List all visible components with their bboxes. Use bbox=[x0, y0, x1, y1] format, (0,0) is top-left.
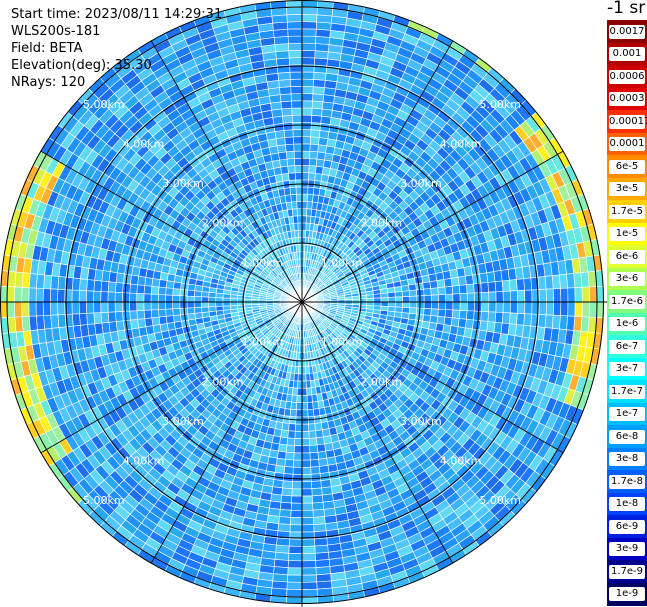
azimuth-spoke bbox=[40, 301, 303, 454]
colorbar-label: 3e-9 bbox=[609, 542, 645, 556]
colorbar-cell: 6e-7 bbox=[607, 335, 647, 358]
range-label: 1.00km bbox=[242, 336, 284, 349]
colorbar-cell: 0.0003 bbox=[607, 87, 647, 111]
colorbar-label: 0.0001 bbox=[609, 137, 645, 151]
range-label: 2.00km bbox=[361, 217, 403, 230]
colorbar-label: 0.0006 bbox=[609, 69, 645, 84]
colorbar-cell: 1.7e-9 bbox=[607, 560, 647, 583]
colorbar-cell: 1.7e-5 bbox=[607, 200, 647, 223]
colorbar-label: 1e-8 bbox=[609, 497, 645, 511]
colorbar-cell: 0.0006 bbox=[607, 65, 647, 88]
colorbar-unit: -1 sr bbox=[607, 0, 646, 18]
colorbar-cell: 0.0017 bbox=[607, 20, 647, 43]
azimuth-spoke bbox=[40, 150, 303, 303]
range-label: 3.00km bbox=[400, 415, 442, 428]
colorbar-cell: 1e-6 bbox=[607, 312, 647, 336]
colorbar-cell: 1e-7 bbox=[607, 402, 647, 426]
colorbar-cell: 1.7e-7 bbox=[607, 380, 647, 403]
range-label: 5.00km bbox=[479, 98, 521, 111]
device-name: WLS200s-181 bbox=[11, 24, 101, 39]
range-ring bbox=[65, 65, 539, 539]
colorbar-cell: 6e-6 bbox=[607, 245, 647, 268]
range-label: 5.00km bbox=[479, 494, 521, 507]
range-label: 4.00km bbox=[123, 455, 165, 468]
range-label: 4.00km bbox=[440, 138, 482, 151]
azimuth-spoke bbox=[301, 301, 454, 564]
range-label: 1.00km bbox=[321, 336, 363, 349]
range-label: 2.00km bbox=[202, 217, 244, 230]
colorbar-cell: 1e-5 bbox=[607, 222, 647, 246]
range-label: 1.00km bbox=[242, 256, 284, 269]
field-name: Field: BETA bbox=[11, 41, 83, 56]
colorbar-cell: 3e-9 bbox=[607, 537, 647, 561]
colorbar-label: 3e-5 bbox=[609, 182, 645, 196]
colorbar: 0.0017 0.001 0.0006 0.0003 0.00017 0.0001 6e-5… bbox=[607, 20, 647, 606]
colorbar-label: 0.0017 bbox=[609, 24, 645, 39]
colorbar-label: 1e-7 bbox=[609, 407, 645, 421]
azimuth-spoke bbox=[301, 40, 454, 303]
colorbar-cell: 6e-5 bbox=[607, 155, 647, 178]
colorbar-label: 0.00017 bbox=[609, 114, 647, 129]
azimuth-spoke bbox=[301, 150, 564, 303]
colorbar-cell: 3e-6 bbox=[607, 267, 647, 291]
start-time: Start time: 2023/08/11 14:29:31 bbox=[11, 7, 223, 22]
range-label: 2.00km bbox=[361, 375, 403, 388]
colorbar-cell: 0.001 bbox=[607, 42, 647, 66]
range-label: 1.00km bbox=[321, 256, 363, 269]
azimuth-spoke bbox=[150, 40, 303, 303]
range-label: 2.00km bbox=[202, 375, 244, 388]
colorbar-label: 0.0003 bbox=[609, 92, 645, 106]
colorbar-cell: 0.0001 bbox=[607, 132, 647, 156]
range-ring bbox=[124, 124, 480, 480]
range-label: 3.00km bbox=[162, 415, 204, 428]
ppi-plot: 1.00km 1.00km 1.00km 1.00km 2.00km 2.00km 2.00… bbox=[0, 0, 607, 607]
colorbar-label: 6e-5 bbox=[609, 159, 645, 174]
colorbar-cell: 0.00017 bbox=[607, 110, 647, 133]
outer-ring bbox=[0, 0, 604, 604]
colorbar-label: 6e-8 bbox=[609, 429, 645, 444]
azimuth-spokes bbox=[0, 0, 607, 607]
colorbar-cell: 6e-9 bbox=[607, 515, 647, 538]
range-label: 5.00km bbox=[83, 98, 125, 111]
colorbar-cell: 3e-7 bbox=[607, 357, 647, 381]
colorbar-label: 6e-7 bbox=[609, 339, 645, 354]
colorbar-label: 1e-9 bbox=[609, 587, 645, 601]
range-labels: 1.00km 1.00km 1.00km 1.00km 2.00km 2.00km 2.00… bbox=[83, 98, 521, 507]
colorbar-cell: 3e-5 bbox=[607, 177, 647, 201]
range-label: 3.00km bbox=[162, 177, 204, 190]
colorbar-label: 3e-6 bbox=[609, 272, 645, 286]
range-label: 3.00km bbox=[400, 177, 442, 190]
ppi-rays bbox=[0, 0, 605, 605]
colorbar-label: 0.001 bbox=[609, 47, 645, 61]
range-label: 5.00km bbox=[83, 494, 125, 507]
colorbar-cell: 1e-8 bbox=[607, 492, 647, 516]
range-label: 4.00km bbox=[440, 455, 482, 468]
nrays: NRays: 120 bbox=[11, 75, 86, 90]
range-label: 4.00km bbox=[123, 138, 165, 151]
colorbar-cell: 1.7e-8 bbox=[607, 470, 647, 493]
scan-info: Start time: 2023/08/11 14:29:31 WLS200s-… bbox=[11, 6, 222, 91]
colorbar-label: 1.7e-5 bbox=[609, 204, 645, 219]
colorbar-label: 1.7e-6 bbox=[609, 294, 645, 309]
colorbar-label: 3e-7 bbox=[609, 362, 645, 376]
colorbar-label: 6e-9 bbox=[609, 519, 645, 534]
colorbar-cell: 3e-8 bbox=[607, 447, 647, 471]
colorbar-label: 3e-8 bbox=[609, 452, 645, 466]
colorbar-label: 1.7e-9 bbox=[609, 564, 645, 579]
colorbar-label: 1e-5 bbox=[609, 227, 645, 241]
colorbar-label: 1.7e-8 bbox=[609, 474, 645, 489]
azimuth-spoke bbox=[150, 301, 303, 564]
range-ring bbox=[183, 183, 421, 421]
colorbar-cell: 1.7e-6 bbox=[607, 290, 647, 313]
colorbar-label: 1e-6 bbox=[609, 317, 645, 331]
colorbar-label: 6e-6 bbox=[609, 249, 645, 264]
colorbar-cell: 1e-9 bbox=[607, 582, 647, 606]
colorbar-label: 1.7e-7 bbox=[609, 384, 645, 399]
range-ring bbox=[242, 242, 362, 362]
range-rings bbox=[0, 0, 604, 604]
colorbar-cell: 6e-8 bbox=[607, 425, 647, 448]
azimuth-spoke bbox=[301, 301, 564, 454]
elevation: Elevation(deg): 35.30 bbox=[11, 58, 152, 73]
range-ring bbox=[6, 6, 598, 598]
